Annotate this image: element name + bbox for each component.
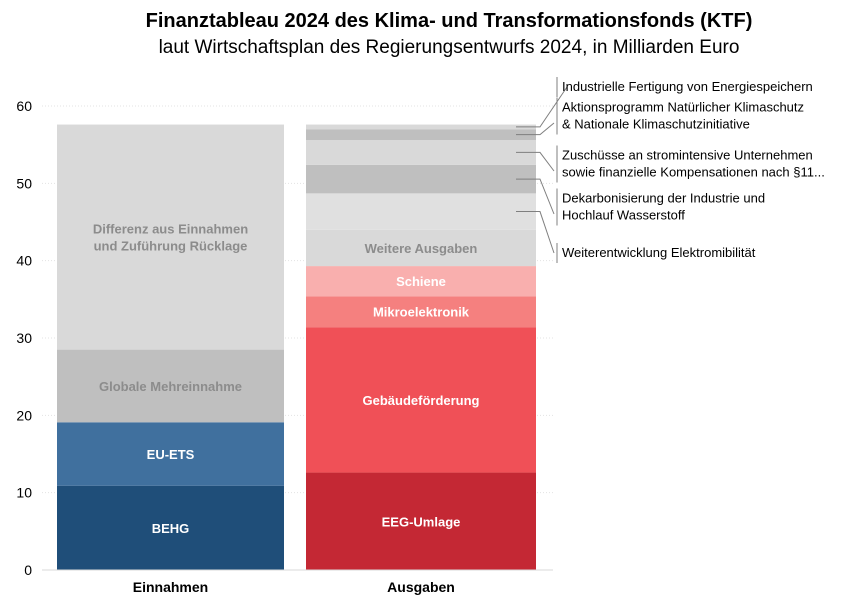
segment-label: Gebäudeförderung bbox=[362, 393, 479, 408]
bar-segment bbox=[306, 129, 536, 141]
bar-segment bbox=[57, 485, 284, 570]
bar-segment bbox=[306, 140, 536, 165]
segment-label: Weitere Ausgaben bbox=[365, 241, 478, 256]
callout-label: Zuschüsse an stromintensive Unternehmen bbox=[562, 148, 813, 163]
y-tick-label: 60 bbox=[16, 98, 32, 114]
segment-label: und Zuführung Rücklage bbox=[94, 239, 248, 254]
y-tick-label: 0 bbox=[24, 562, 32, 578]
segment-label: EU-ETS bbox=[147, 447, 195, 462]
x-category-label: Ausgaben bbox=[387, 579, 455, 595]
bar-segment bbox=[306, 266, 536, 297]
callout-leader bbox=[516, 211, 555, 254]
bar-segment bbox=[57, 349, 284, 423]
segment-label: BEHG bbox=[152, 521, 190, 536]
bar-segment bbox=[306, 472, 536, 570]
callout-label: Hochlauf Wasserstoff bbox=[562, 208, 685, 223]
segment-label: Mikroelektronik bbox=[373, 305, 470, 320]
y-tick-label: 30 bbox=[16, 330, 32, 346]
y-tick-label: 40 bbox=[16, 253, 32, 269]
callout-layer: Weiterentwicklung Elektromibilität Dekarb… bbox=[516, 77, 825, 263]
callout-leader bbox=[516, 86, 568, 128]
segment-label: Schiene bbox=[396, 274, 446, 289]
bars-layer bbox=[57, 124, 536, 570]
callout-label: Dekarbonisierung der Industrie und bbox=[562, 191, 765, 206]
callout-leader bbox=[516, 122, 555, 136]
callout-leader bbox=[516, 151, 555, 172]
bar-segment bbox=[57, 124, 284, 350]
bar-segment bbox=[306, 229, 536, 267]
segment-label: EEG-Umlage bbox=[382, 514, 461, 529]
bar-segment bbox=[306, 296, 536, 328]
bar-segment bbox=[306, 193, 536, 230]
callout-label: & Nationale Klimaschutzinitiative bbox=[562, 117, 750, 132]
callout-label: Industrielle Fertigung von Energiespeich… bbox=[562, 79, 813, 94]
labels-layer: BEHG EU-ETS Globale Mehreinnahme Differenz … bbox=[93, 222, 480, 536]
axis-layer: 0 10 20 30 40 50 60 Einnahmen Ausgaben bbox=[16, 98, 553, 595]
bar-segment bbox=[306, 124, 536, 130]
segment-label: Globale Mehreinnahme bbox=[99, 379, 242, 394]
callout-label: sowie finanzielle Kompensationen nach §1… bbox=[562, 165, 825, 180]
segment-label: Differenz aus Einnahmen bbox=[93, 222, 248, 237]
chart-title: Finanztableau 2024 des Klima- und Transf… bbox=[145, 10, 753, 32]
y-tick-label: 50 bbox=[16, 175, 32, 191]
callout-leader bbox=[516, 178, 555, 215]
callout-label: Weiterentwicklung Elektromibilität bbox=[562, 245, 756, 260]
bar-segment bbox=[306, 327, 536, 473]
callout-label: Aktionsprogramm Natürlicher Klimaschutz bbox=[562, 100, 804, 115]
y-tick-label: 20 bbox=[16, 407, 32, 423]
x-category-label: Einnahmen bbox=[133, 579, 208, 595]
bar-segment bbox=[306, 164, 536, 194]
chart-subtitle: laut Wirtschaftsplan des Regierungsentwu… bbox=[158, 37, 740, 58]
bar-segment bbox=[57, 422, 284, 486]
y-tick-label: 10 bbox=[16, 485, 32, 501]
